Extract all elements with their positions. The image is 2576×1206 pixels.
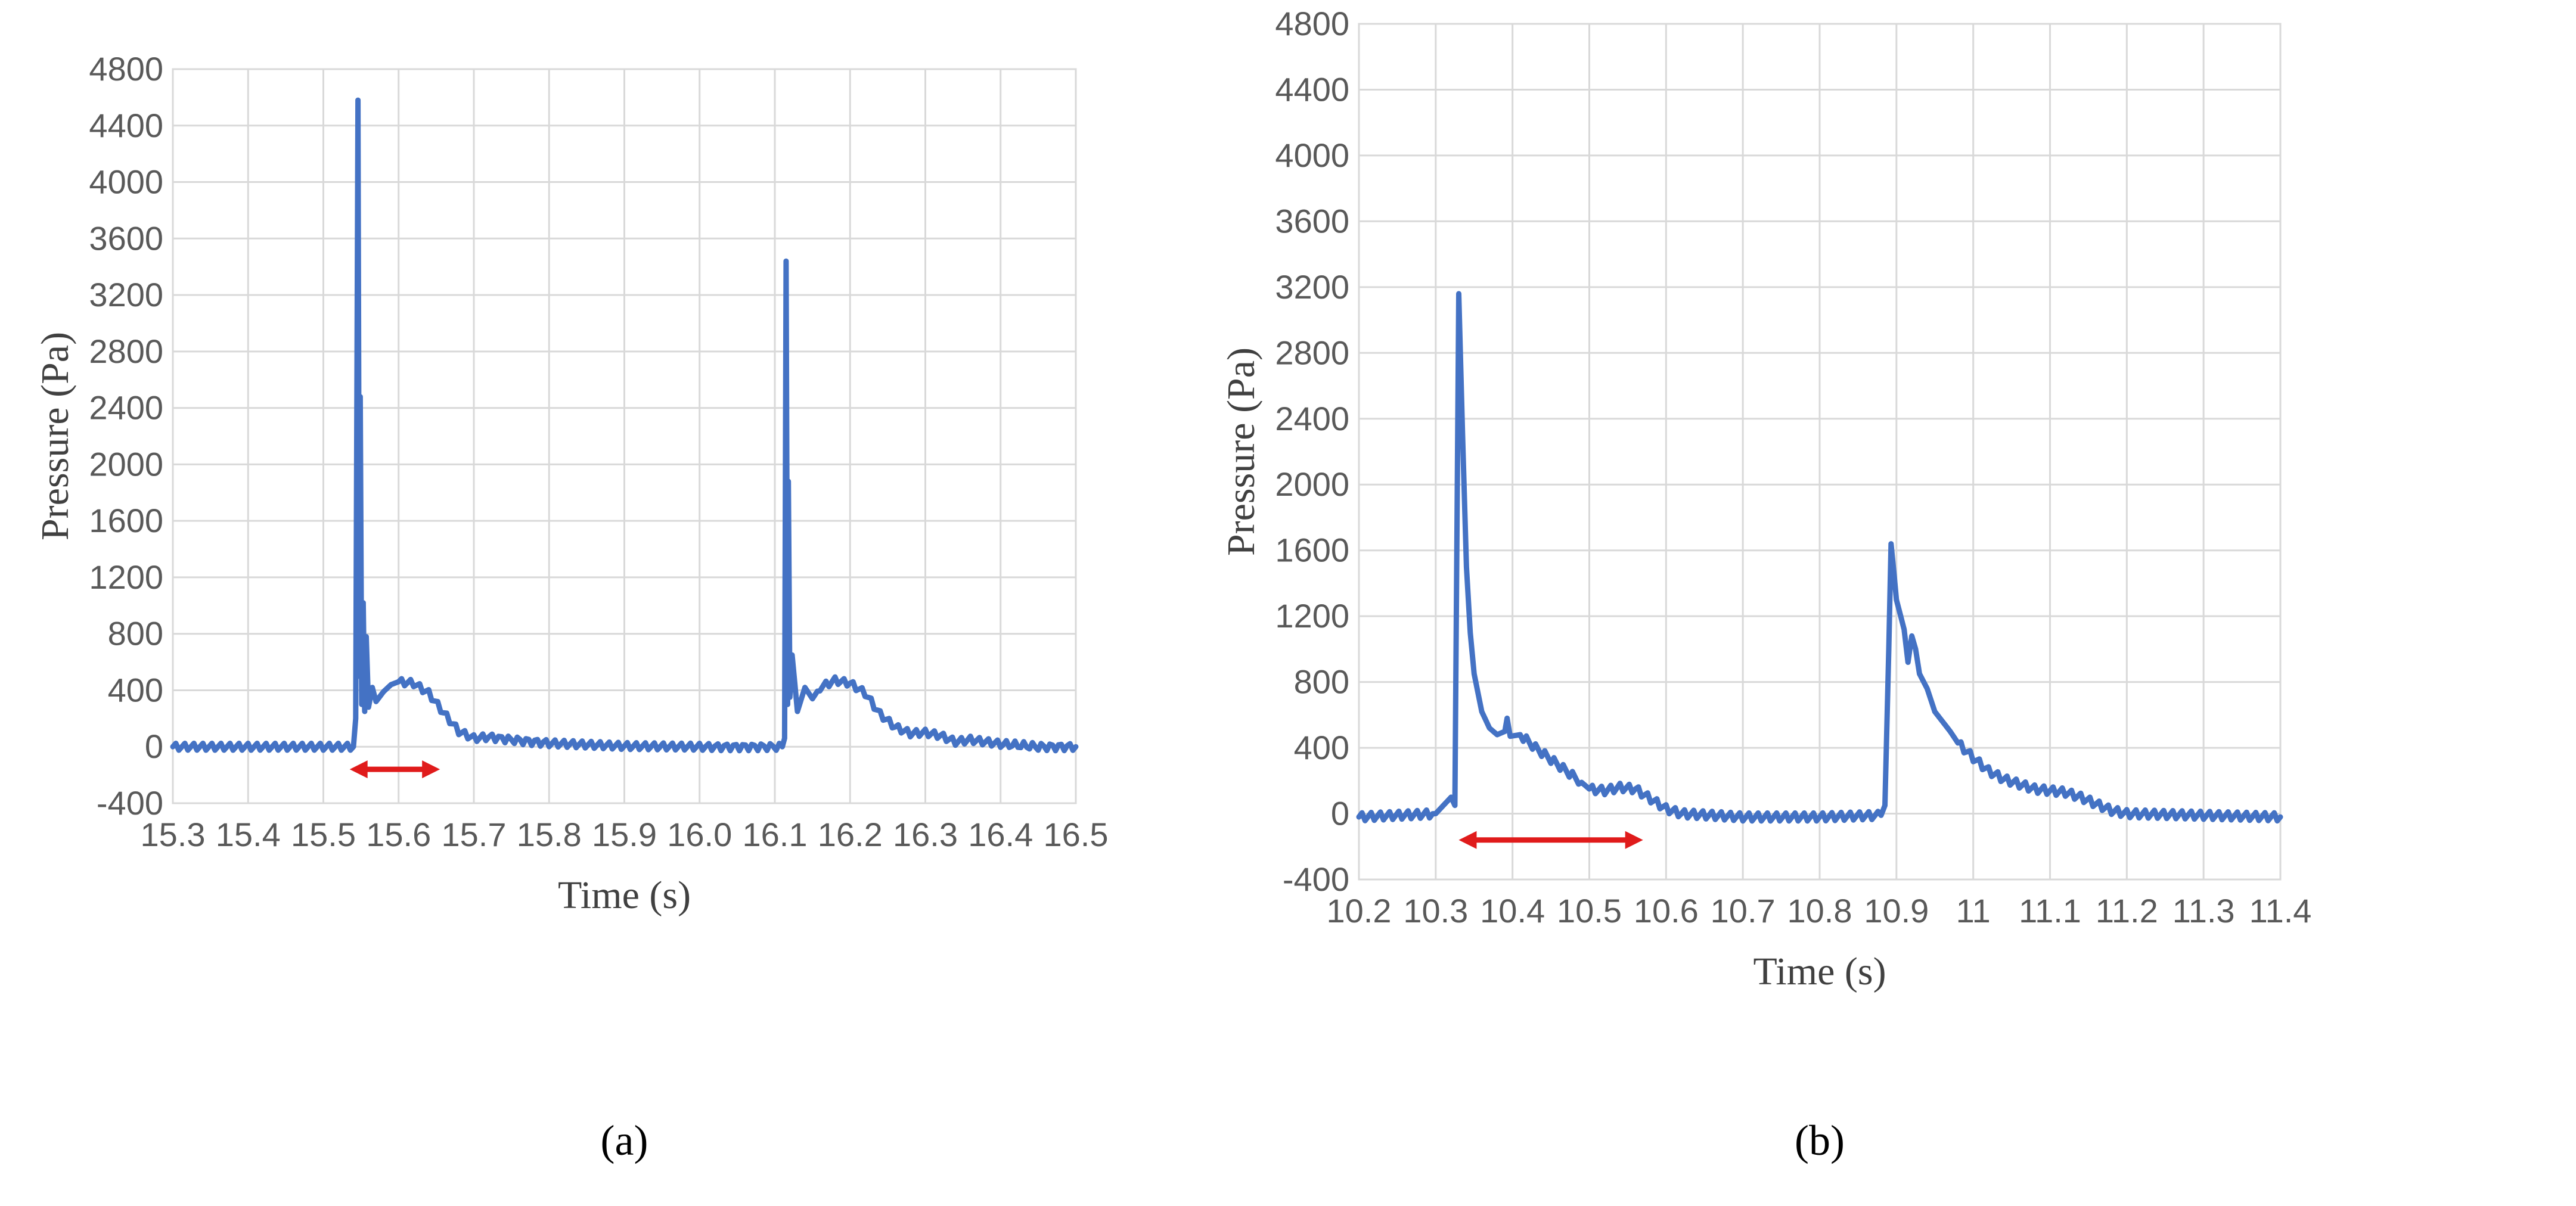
chart-a-plot-frame [172, 68, 1077, 804]
chart-a-y-tick-label: 1600 [89, 502, 163, 539]
chart-b-x-tick-label: 10.6 [1634, 892, 1699, 930]
chart-b-duration-arrow [1458, 831, 1643, 849]
chart-b-arrow-head-right [1625, 831, 1643, 849]
chart-b-x-tick-label: 11.2 [2096, 892, 2158, 930]
chart-b-y-tick-label: 1600 [1275, 531, 1349, 569]
chart-b-x-tick-label: 10.8 [1787, 892, 1852, 930]
chart-a-panel-label: (a) [601, 1117, 648, 1164]
chart-b-x-tick-label: 10.2 [1327, 892, 1392, 930]
chart-b-series-line [1356, 291, 2283, 824]
chart-b-y-tick-label: 400 [1294, 729, 1349, 766]
chart-a-y-tick-label: -400 [97, 784, 163, 822]
chart-a-x-tick-label: 16.1 [743, 816, 808, 853]
chart-a-y-tick-label: 2000 [89, 445, 163, 483]
chart-a-x-tick-label: 16.0 [667, 816, 732, 853]
chart-a-y-tick-label: 3600 [89, 219, 163, 257]
chart-b-arrow-head-left [1458, 831, 1477, 849]
chart-b-x-tick-label: 10.4 [1480, 892, 1545, 930]
chart-a-y-tick-label: 1200 [89, 558, 163, 596]
chart-a-x-tick-label: 15.8 [517, 816, 582, 853]
chart-b-x-tick-label: 10.3 [1403, 892, 1468, 930]
chart-a-x-tick-label: 15.6 [366, 816, 431, 853]
chart-b-y-tick-label: 1200 [1275, 597, 1349, 635]
chart-a-grid [172, 68, 1077, 804]
chart-a-arrow-head-right [422, 760, 440, 779]
chart-a-y-axis-title: Pressure (Pa) [33, 332, 77, 540]
chart-a-x-tick-label: 15.3 [141, 816, 206, 853]
chart-b-x-tick-label: 11.1 [2019, 892, 2081, 930]
chart-b-y-tick-label: 3200 [1275, 268, 1349, 306]
chart-a-x-tick-label: 16.4 [968, 816, 1033, 853]
chart-a-y-tick-label: 4800 [89, 50, 163, 88]
chart-a-arrow-head-left [349, 760, 368, 779]
chart-a-x-tick-label: 16.5 [1044, 816, 1109, 853]
chart-b-y-tick-label: -400 [1283, 860, 1349, 898]
chart-b-plot-frame [1358, 23, 2282, 881]
chart-a-x-tick-label: 16.3 [893, 816, 958, 853]
chart-a-y-tick-label: 2800 [89, 332, 163, 370]
chart-b-x-tick-label: 11 [1956, 892, 1991, 930]
chart-a-y-tick-label: 2400 [89, 389, 163, 427]
chart-a-x-tick-label: 16.2 [818, 816, 883, 853]
chart-a-y-tick-label: 400 [108, 671, 163, 708]
chart-b-y-axis-title: Pressure (Pa) [1219, 347, 1263, 556]
chart-b-panel-label: (b) [1795, 1117, 1845, 1164]
chart-a-x-axis-title: Time (s) [558, 874, 691, 917]
chart-b-x-tick-label: 10.9 [1864, 892, 1929, 930]
chart-b-y-tick-label: 2000 [1275, 465, 1349, 503]
chart-b-y-tick-label: 0 [1331, 795, 1349, 832]
chart-b-x-tick-label: 10.7 [1711, 892, 1776, 930]
chart-b-y-tick-label: 800 [1294, 663, 1349, 701]
chart-a-y-tick-label: 800 [108, 615, 163, 652]
chart-b-y-tick-label: 3600 [1275, 202, 1349, 240]
chart-a-duration-arrow [349, 760, 440, 779]
chart-b-y-tick-label: 4800 [1275, 5, 1349, 42]
chart-a-series-line [170, 97, 1079, 754]
chart-a-y-tick-label: 4000 [89, 163, 163, 201]
chart-b-y-tick-label: 2800 [1275, 334, 1349, 371]
chart-a-y-tick-label: 3200 [89, 276, 163, 313]
chart-a-y-tick-label: 0 [145, 728, 163, 765]
chart-b-x-tick-label: 10.5 [1557, 892, 1622, 930]
chart-b-x-tick-label: 11.3 [2172, 892, 2235, 930]
chart-a-y-tick-label: 4400 [89, 107, 163, 144]
chart-a-x-tick-label: 15.9 [592, 816, 657, 853]
chart-a: -400 0 400 800 1200 1600 2000 2400 2800 3200 3600 4… [33, 50, 1109, 1164]
chart-b-y-tick-label: 2400 [1275, 400, 1349, 437]
chart-b-y-tick-label: 4000 [1275, 136, 1349, 174]
chart-a-x-tick-label: 15.5 [291, 816, 356, 853]
chart-a-x-tick-label: 15.4 [216, 816, 281, 853]
chart-b-y-tick-label: 4400 [1275, 70, 1349, 108]
chart-b-grid [1358, 23, 2282, 881]
chart-b: -400 0 400 800 1200 1600 2000 2400 2800 3200 3600 4… [1219, 5, 2311, 1164]
chart-b-x-tick-label: 11.4 [2249, 892, 2312, 930]
chart-b-x-axis-title: Time (s) [1753, 950, 1886, 993]
chart-a-x-tick-label: 15.7 [442, 816, 507, 853]
